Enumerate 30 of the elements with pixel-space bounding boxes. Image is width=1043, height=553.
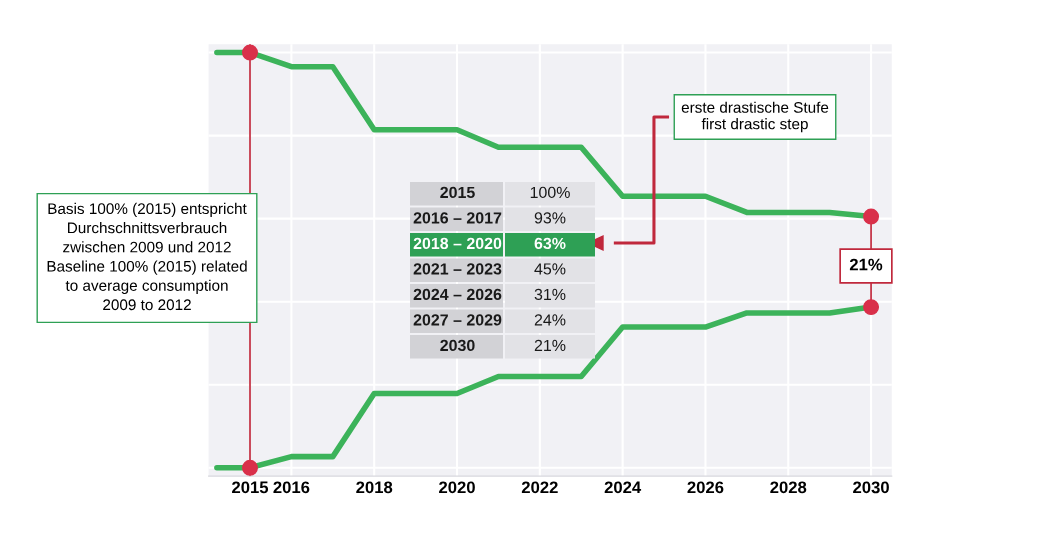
annotation: 63% <box>534 237 566 250</box>
x-tick-label: 2022 <box>521 481 558 494</box>
x-tick-label: 2024 <box>604 481 642 494</box>
x-tick-label: 2015 <box>232 481 269 494</box>
x-tick-label: 2030 <box>853 481 889 494</box>
x-tick-label: 2016 <box>273 481 310 494</box>
x-tick-label: 2026 <box>687 481 724 494</box>
annotation: 100% <box>530 186 570 199</box>
annotation: 2015 <box>440 186 475 199</box>
point <box>863 299 880 316</box>
annotation: 24% <box>534 314 566 326</box>
annotation: 2024 – 2026 <box>413 288 502 301</box>
annotation: 93% <box>534 212 566 224</box>
annotation: 2016 – 2017 <box>413 212 502 224</box>
annotation: 21% <box>534 339 566 351</box>
annotation: 2021 – 2023 <box>413 263 502 275</box>
x-tick-label: 2018 <box>356 481 393 494</box>
point <box>242 44 258 61</box>
annotation: 2018 – 2020 <box>413 237 502 250</box>
annotation: 2027 – 2029 <box>413 314 502 326</box>
annotation: 45% <box>534 263 566 275</box>
annotation: 31% <box>534 288 566 301</box>
annotation: 21% <box>849 258 883 271</box>
x-tick-label: 2028 <box>770 481 807 494</box>
point <box>242 459 258 476</box>
annotation: 2030 <box>440 339 475 352</box>
annotation: Basis 100% (2015) entspricht Durchschnittsverbrauch zwischen 2009 und 2012 Baseline 100% (2015) related to average consumption 2009 to 2012 <box>47 202 247 311</box>
point <box>863 208 880 225</box>
annotation: erste drastische Stufe first drastic step <box>681 101 829 133</box>
x-tick-label: 2020 <box>439 481 475 494</box>
